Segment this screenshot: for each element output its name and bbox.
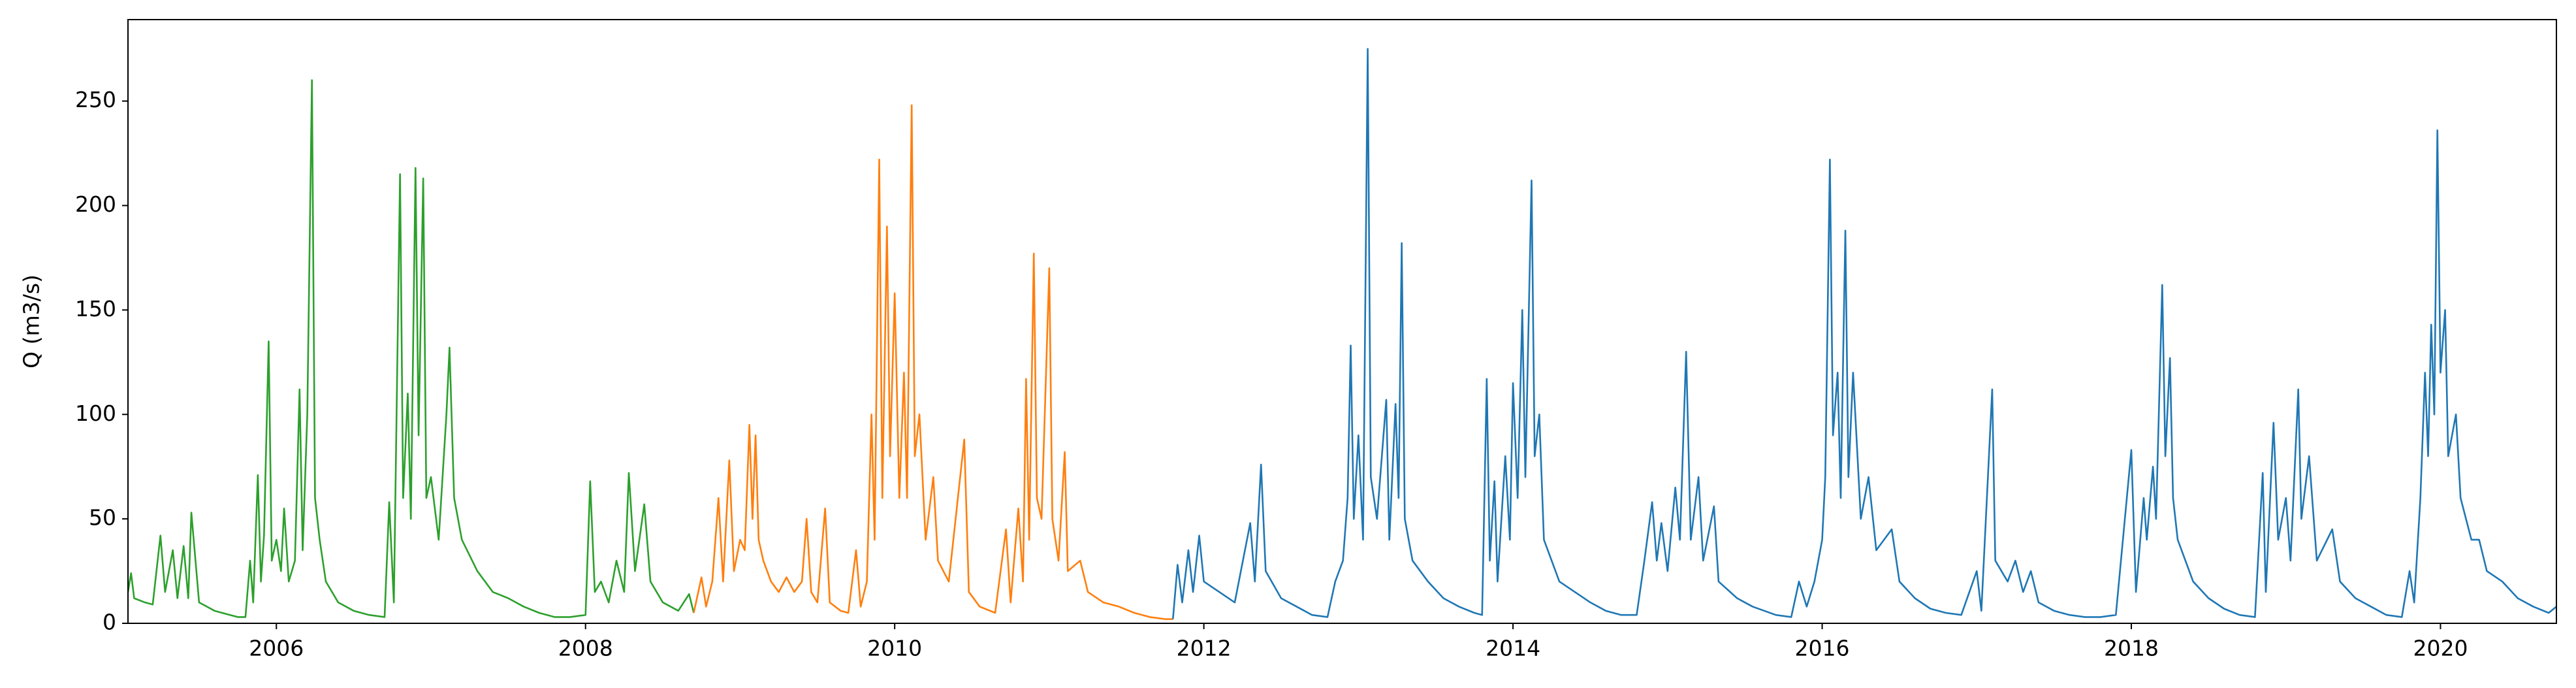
series-line (693, 104, 1173, 620)
x-tick-label: 2016 (1795, 636, 1850, 661)
series-line (128, 79, 695, 618)
y-tick-label: 200 (75, 191, 116, 217)
x-tick-label: 2010 (867, 636, 922, 661)
y-tick-label: 250 (75, 87, 116, 112)
x-tick-label: 2020 (2413, 636, 2468, 661)
x-tick-label: 2012 (1177, 636, 1232, 661)
y-tick-label: 0 (103, 610, 116, 635)
x-tick-label: 2006 (249, 636, 304, 661)
series-line (1171, 48, 2556, 619)
y-tick-label: 150 (75, 296, 116, 321)
y-tick-label: 100 (75, 401, 116, 426)
plot-frame (127, 19, 2557, 624)
y-axis-label: Q (m3/s) (19, 274, 44, 369)
x-tick-label: 2014 (1486, 636, 1540, 661)
x-tick-label: 2018 (2104, 636, 2159, 661)
x-tick-label: 2008 (558, 636, 613, 661)
y-tick-label: 50 (89, 505, 116, 531)
